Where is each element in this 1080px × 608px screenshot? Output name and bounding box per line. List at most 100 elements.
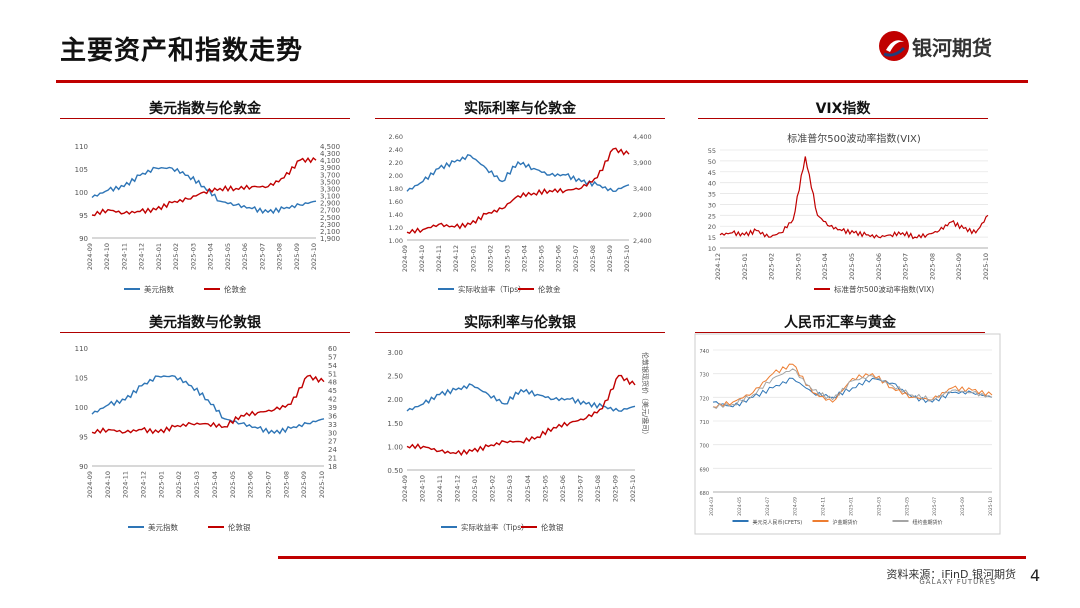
x-tick-label: 2025-06 [555,245,563,272]
x-tick-label: 2025-06 [559,475,567,502]
chart-title: 实际利率与伦敦银 [464,315,576,331]
series-line [712,377,993,408]
x-tick-label: 2024-12 [452,245,460,272]
chart-title-rule [375,118,665,119]
y-tick-label: 1.80 [389,185,403,193]
x-tick-label: 2025-10 [988,497,994,516]
y2-tick-label: 36 [328,412,337,420]
series-line [719,156,989,240]
x-tick-label: 2025-10 [982,253,990,280]
y-tick-label: 1.00 [389,237,403,245]
legend-label: 实际收益率（Tips） [458,284,526,294]
legend-label: 美元指数 [144,284,174,294]
y-tick-label: 10 [708,245,716,253]
y-tick-label: 25 [708,212,716,220]
x-tick-label: 2024-12 [138,243,146,270]
chart-panel-usd-silver: 美元指数与伦敦银 90 95 100 105 110 18 21 24 27 30 33 36 39 42… [60,312,350,532]
x-tick-label: 2024-11 [120,243,128,270]
y-tick-label: 1.20 [389,224,403,232]
y-tick-label: 1.60 [389,198,403,206]
x-tick-label: 2025-09 [960,497,966,516]
chart-title-rule [695,332,985,333]
y2-tick-label: 2,400 [633,237,652,245]
x-tick-label: 2024-09 [401,475,409,502]
footer-rule [278,556,1026,559]
page-title: 主要资产和指数走势 [60,36,304,66]
galaxy-logo-icon [879,31,909,61]
x-tick-label: 2025-04 [524,475,532,502]
x-tick-label: 2025-07 [932,497,938,516]
x-tick-label: 2025-03 [503,245,511,272]
x-tick-label: 2025-06 [241,243,249,270]
chart-frame [694,333,1001,535]
x-tick-label: 2025-04 [521,245,529,272]
series-line [91,156,317,217]
x-tick-label: 2025-08 [928,253,936,280]
y-tick-label: 110 [75,143,88,151]
x-tick-label: 2025-03 [189,243,197,270]
x-tick-label: 2024-11 [821,497,827,516]
y-tick-label: 90 [79,463,88,471]
chart-panel-tips-silver: 实际利率与伦敦银 0.50 1.00 1.50 2.00 2.50 3.00 伦敦银现货价（… [375,312,665,532]
y-tick-label: 45 [708,169,716,177]
x-tick-label: 2025-08 [594,475,602,502]
x-tick-label: 2025-02 [768,253,776,280]
brand-name: 银河期货 [912,36,992,60]
legend-label: 美元指数 [148,522,178,532]
legend-label: 伦敦银 [541,522,564,532]
title-rule [56,80,1028,83]
y-tick-label: 2.00 [389,172,403,180]
x-tick-label: 2024-03 [709,497,715,516]
y2-tick-label: 3,300 [320,185,340,193]
y-tick-label: 2.20 [389,159,403,167]
chart-tips-silver: 0.50 1.00 1.50 2.00 2.50 3.00 伦敦银现货价（美元/盎司） 202… [387,349,650,532]
y2-tick-label: 2,500 [320,214,340,222]
x-tick-label: 2025-09 [293,243,301,270]
chart-subtitle: 标准普尔500波动率指数(VIX) [787,132,921,145]
chart-title-rule [60,118,350,119]
y2-tick-label: 2,900 [320,200,340,208]
x-tick-label: 2025-05 [848,253,856,280]
chart-title: VIX指数 [815,101,871,117]
y2-tick-label: 27 [328,438,337,446]
x-tick-label: 2024-12 [140,471,148,498]
series-line [406,374,636,457]
legend-label: 沪金期货价 [833,519,858,526]
x-tick-label: 2025-02 [489,475,497,502]
y2-tick-label: 1,900 [320,235,340,243]
legend-label: 实际收益率（Tips） [461,522,529,532]
y2-tick-label: 48 [328,379,337,387]
y2-axis-label: 伦敦银现货价（美元/盎司） [641,352,650,438]
x-tick-label: 2024-09 [793,497,799,516]
y-tick-label: 680 [699,491,709,497]
legend-label: 标准普尔500波动率指数(VIX) [834,284,934,294]
chart-panel-usd-gold: 美元指数与伦敦金 90 95 100 105 110 1,900 2,100 2,300 2,5… [60,98,350,298]
x-tick-label: 2025-04 [821,253,829,280]
y2-tick-label: 60 [328,345,337,353]
x-tick-label: 2025-05 [229,471,237,498]
x-tick-label: 2024-09 [401,245,409,272]
x-tick-label: 2025-01 [469,245,477,272]
x-tick-label: 2025-07 [258,243,266,270]
source-note: 资料来源：iFinD 银河期货 [886,568,1016,581]
x-tick-label: 2025-02 [486,245,494,272]
y-tick-label: 1.40 [389,211,403,219]
x-tick-label: 2024-10 [418,245,426,272]
y2-tick-label: 33 [328,421,337,429]
y2-tick-label: 2,700 [320,207,340,215]
legend-label: 伦敦金 [224,284,247,294]
y2-tick-label: 21 [328,455,337,463]
x-tick-label: 2025-05 [541,475,549,502]
x-tick-label: 2025-04 [207,243,215,270]
chart-usd-gold: 90 95 100 105 110 1,9002,1002,3002,5002,7002,… [75,143,340,294]
y2-tick-label: 30 [328,429,337,437]
x-tick-label: 2025-03 [876,497,882,516]
x-tick-label: 2025-01 [849,497,855,516]
series-line [406,153,630,193]
x-tick-label: 2025-01 [155,243,163,270]
x-tick-label: 2025-02 [172,243,180,270]
x-tick-label: 2025-10 [318,471,326,498]
y-tick-label: 100 [75,404,88,412]
x-tick-label: 2025-08 [282,471,290,498]
y2-tick-label: 3,400 [633,185,652,193]
